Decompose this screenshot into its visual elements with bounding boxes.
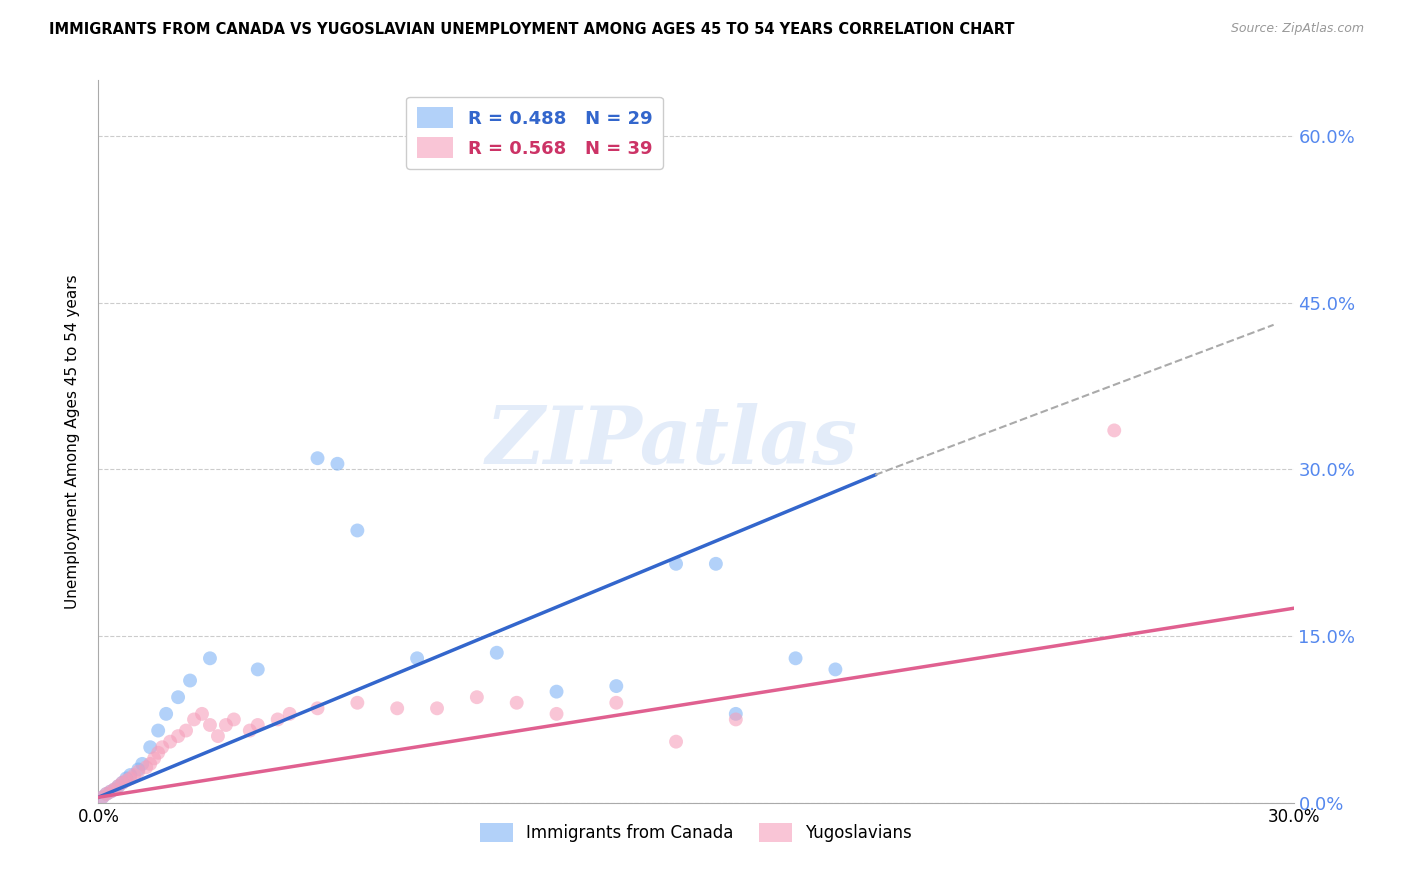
Point	[96, 787, 118, 801]
Point	[665, 734, 688, 748]
Point	[135, 760, 157, 774]
Point	[167, 729, 190, 743]
Point	[91, 790, 114, 805]
Point	[98, 785, 122, 799]
Point	[107, 779, 129, 793]
Point	[346, 524, 368, 538]
Point	[115, 773, 138, 788]
Text: IMMIGRANTS FROM CANADA VS YUGOSLAVIAN UNEMPLOYMENT AMONG AGES 45 TO 54 YEARS COR: IMMIGRANTS FROM CANADA VS YUGOSLAVIAN UN…	[49, 22, 1015, 37]
Point	[278, 706, 301, 721]
Text: ZIPatlas: ZIPatlas	[486, 403, 858, 480]
Point	[120, 772, 142, 786]
Point	[239, 723, 262, 738]
Legend: Immigrants from Canada, Yugoslavians: Immigrants from Canada, Yugoslavians	[472, 816, 920, 848]
Point	[605, 696, 627, 710]
Point	[605, 679, 627, 693]
Y-axis label: Unemployment Among Ages 45 to 54 years: Unemployment Among Ages 45 to 54 years	[65, 274, 80, 609]
Point	[704, 557, 727, 571]
Point	[148, 746, 170, 760]
Point	[167, 690, 190, 705]
Point	[91, 790, 114, 805]
Point	[307, 451, 329, 466]
Point	[215, 718, 238, 732]
Point	[98, 785, 122, 799]
Point	[139, 740, 162, 755]
Text: Source: ZipAtlas.com: Source: ZipAtlas.com	[1230, 22, 1364, 36]
Point	[246, 718, 269, 732]
Point	[111, 776, 134, 790]
Point	[785, 651, 807, 665]
Point	[155, 706, 177, 721]
Point	[824, 662, 846, 676]
Point	[406, 651, 429, 665]
Point	[127, 763, 149, 777]
Point	[131, 756, 153, 771]
Point	[148, 723, 170, 738]
Point	[307, 701, 329, 715]
Point	[465, 690, 488, 705]
Point	[127, 764, 149, 779]
Point	[143, 751, 166, 765]
Point	[724, 713, 747, 727]
Point	[222, 713, 245, 727]
Point	[174, 723, 197, 738]
Point	[546, 684, 568, 698]
Point	[207, 729, 229, 743]
Point	[191, 706, 214, 721]
Point	[326, 457, 349, 471]
Point	[246, 662, 269, 676]
Point	[1104, 424, 1126, 438]
Point	[485, 646, 508, 660]
Point	[124, 768, 146, 782]
Point	[150, 740, 173, 755]
Point	[103, 782, 125, 797]
Point	[96, 787, 118, 801]
Point	[183, 713, 205, 727]
Point	[724, 706, 747, 721]
Point	[139, 756, 162, 771]
Point	[346, 696, 368, 710]
Point	[665, 557, 688, 571]
Point	[111, 776, 134, 790]
Point	[115, 772, 138, 786]
Point	[426, 701, 449, 715]
Point	[198, 651, 221, 665]
Point	[546, 706, 568, 721]
Point	[267, 713, 290, 727]
Point	[120, 768, 142, 782]
Point	[179, 673, 201, 688]
Point	[385, 701, 409, 715]
Point	[159, 734, 181, 748]
Point	[506, 696, 529, 710]
Point	[107, 779, 129, 793]
Point	[103, 782, 125, 797]
Point	[198, 718, 221, 732]
